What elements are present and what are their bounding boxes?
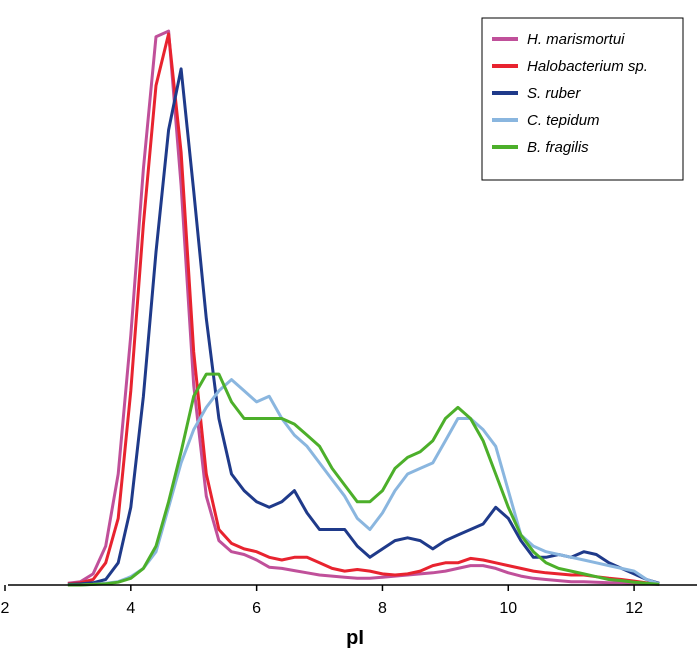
x-tick-label: 4	[126, 600, 135, 617]
x-tick-label: 10	[499, 600, 517, 617]
series-line-halobacterium-sp	[67, 32, 660, 586]
x-tick-label: 8	[378, 600, 387, 617]
x-axis-title: pI	[346, 627, 364, 649]
legend-label: C. tepidum	[527, 112, 600, 129]
x-tick-label: 12	[625, 600, 643, 617]
legend-label: B. fragilis	[527, 139, 589, 156]
x-tick-label: 6	[252, 600, 261, 617]
series-line-h-marismortui	[67, 29, 660, 586]
series-line-b-fragilis	[67, 372, 660, 587]
legend-box	[481, 17, 684, 181]
x-tick-label: 2	[1, 600, 10, 617]
legend-label: H. marismortui	[527, 31, 625, 48]
legend-label: Halobacterium sp.	[527, 58, 648, 75]
series-line-c-tepidum	[67, 378, 660, 587]
legend-items: H. marismortui Halobacterium sp. S. ruber C…	[492, 31, 648, 156]
legend-label: S. ruber	[527, 85, 581, 102]
legend: H. marismortui Halobacterium sp. S. ruber C…	[481, 17, 684, 181]
plot-area	[67, 29, 660, 587]
x-axis-ticks: 2 4 6 8 10 12	[1, 585, 643, 617]
